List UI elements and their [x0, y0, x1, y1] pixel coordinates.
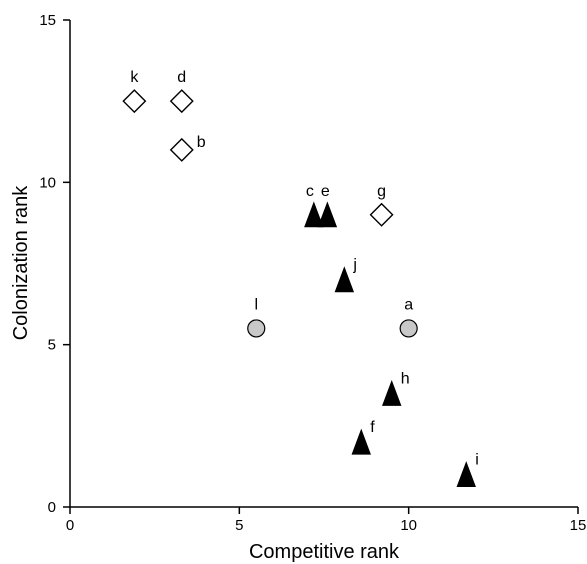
point-j-marker	[334, 266, 355, 293]
y-tick-label: 0	[48, 499, 56, 516]
point-label: l	[254, 296, 258, 313]
point-c-marker	[304, 201, 324, 228]
ticks: 0 5 10 15 0 5 10 15	[39, 12, 586, 534]
point-i-marker	[456, 461, 476, 488]
point-f-marker	[351, 428, 371, 455]
point-label: d	[177, 69, 186, 86]
point-label: j	[352, 257, 357, 274]
point-g-marker	[369, 202, 394, 227]
point-a-marker	[399, 319, 418, 338]
point-label: k	[130, 69, 139, 86]
x-tick-label: 15	[570, 517, 587, 534]
point-labels: k d b g c e j h f i l a	[130, 69, 478, 468]
x-axis-title: Competitive rank	[249, 541, 400, 563]
point-label: i	[475, 452, 479, 469]
point-label: a	[404, 296, 413, 313]
data-points	[122, 89, 476, 488]
point-h-marker	[382, 379, 402, 406]
x-tick-label: 10	[400, 517, 417, 534]
point-b-marker	[169, 137, 194, 162]
axes: 0 5 10 15 0 5 10 15	[39, 12, 586, 534]
x-tick-label: 5	[235, 517, 243, 534]
y-tick-label: 5	[48, 337, 56, 354]
y-tick-label: 10	[39, 174, 56, 191]
point-label: e	[321, 183, 330, 200]
point-label: h	[401, 370, 410, 387]
point-label: g	[377, 183, 386, 200]
y-tick-label: 15	[39, 12, 56, 29]
point-label: b	[197, 134, 206, 151]
point-e-marker	[317, 201, 338, 228]
point-label: c	[306, 183, 314, 200]
point-l-marker	[247, 319, 266, 338]
y-axis-title: Colonization rank	[10, 185, 32, 341]
point-label: f	[370, 419, 375, 436]
point-k-marker	[122, 89, 147, 114]
point-d-marker	[169, 89, 194, 114]
x-tick-label: 0	[66, 517, 74, 534]
